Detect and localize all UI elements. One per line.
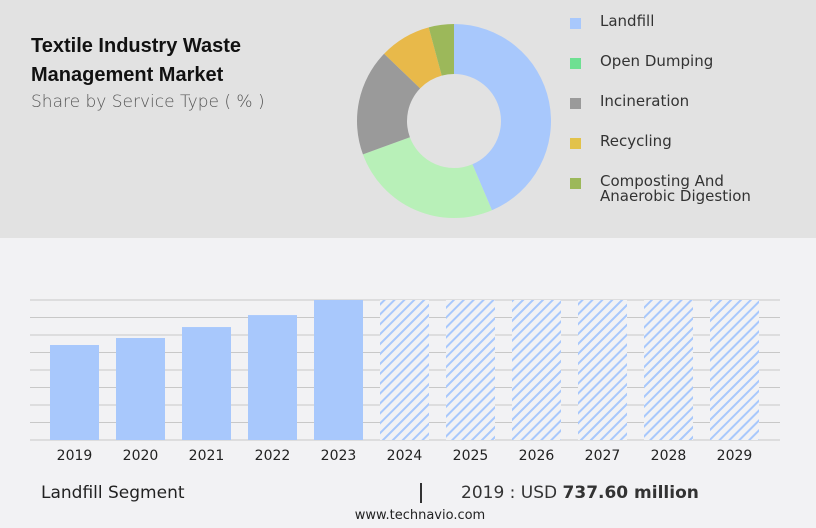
x-tick-label: 2019	[57, 448, 93, 464]
bar	[116, 337, 165, 440]
value-amount: 737.60 million	[562, 483, 699, 503]
x-tick-label: 2023	[321, 448, 357, 464]
legend-item: Recycling	[570, 134, 810, 168]
x-tick-label: 2027	[585, 448, 621, 464]
legend-item: Incineration	[570, 94, 810, 128]
donut-slice	[362, 137, 492, 218]
x-tick-label: 2029	[717, 448, 753, 464]
legend-item: Landfill	[570, 14, 810, 48]
forecast-bar	[578, 300, 627, 440]
forecast-bar	[446, 300, 495, 440]
legend-label: Open Dumping	[600, 52, 714, 70]
year-label: 2019 : USD	[461, 483, 558, 503]
x-tick-label: 2025	[453, 448, 489, 464]
x-tick-label: 2026	[519, 448, 555, 464]
bar	[248, 315, 297, 440]
separator	[420, 483, 422, 503]
legend-swatch	[570, 178, 581, 189]
x-tick-label: 2021	[189, 448, 225, 464]
legend-label: Recycling	[600, 132, 672, 150]
legend-label: Composting And Anaerobic Digestion	[600, 172, 751, 205]
donut-slice	[454, 24, 551, 211]
donut-chart	[357, 24, 551, 218]
segment-label: Landfill Segment	[41, 483, 185, 503]
legend-item: Open Dumping	[570, 54, 810, 88]
legend-swatch	[570, 58, 581, 69]
donut-slice	[384, 27, 442, 89]
bar-series	[50, 300, 759, 440]
x-tick-label: 2024	[387, 448, 423, 464]
legend-swatch	[570, 18, 581, 29]
forecast-bar	[644, 300, 693, 440]
bar	[314, 300, 363, 440]
legend-item: Composting And Anaerobic Digestion	[570, 174, 810, 208]
bar	[182, 327, 231, 440]
forecast-bar	[380, 300, 429, 440]
source-url[interactable]: www.technavio.com	[354, 508, 486, 523]
x-tick-label: 2028	[651, 448, 687, 464]
forecast-bar	[710, 300, 759, 440]
legend-label: Incineration	[600, 92, 690, 110]
x-tick-label: 2022	[255, 448, 291, 464]
segment-value: 2019 : USD 737.60 million	[461, 483, 699, 503]
forecast-bar	[512, 300, 561, 440]
chart-title: Textile Industry Waste Management Market	[31, 35, 242, 86]
legend-swatch	[570, 98, 581, 109]
donut-slice	[428, 24, 454, 76]
bar	[50, 345, 99, 440]
legend-swatch	[570, 138, 581, 149]
donut-slice	[357, 53, 421, 155]
x-axis-labels: 2019 2020 2021 2022 2023 2024 2025 2026 2027 2028…	[57, 448, 753, 464]
chart-subtitle: Share by Service Type ( % )	[31, 92, 265, 112]
legend-label: Landfill	[600, 12, 655, 30]
x-tick-label: 2020	[123, 448, 159, 464]
